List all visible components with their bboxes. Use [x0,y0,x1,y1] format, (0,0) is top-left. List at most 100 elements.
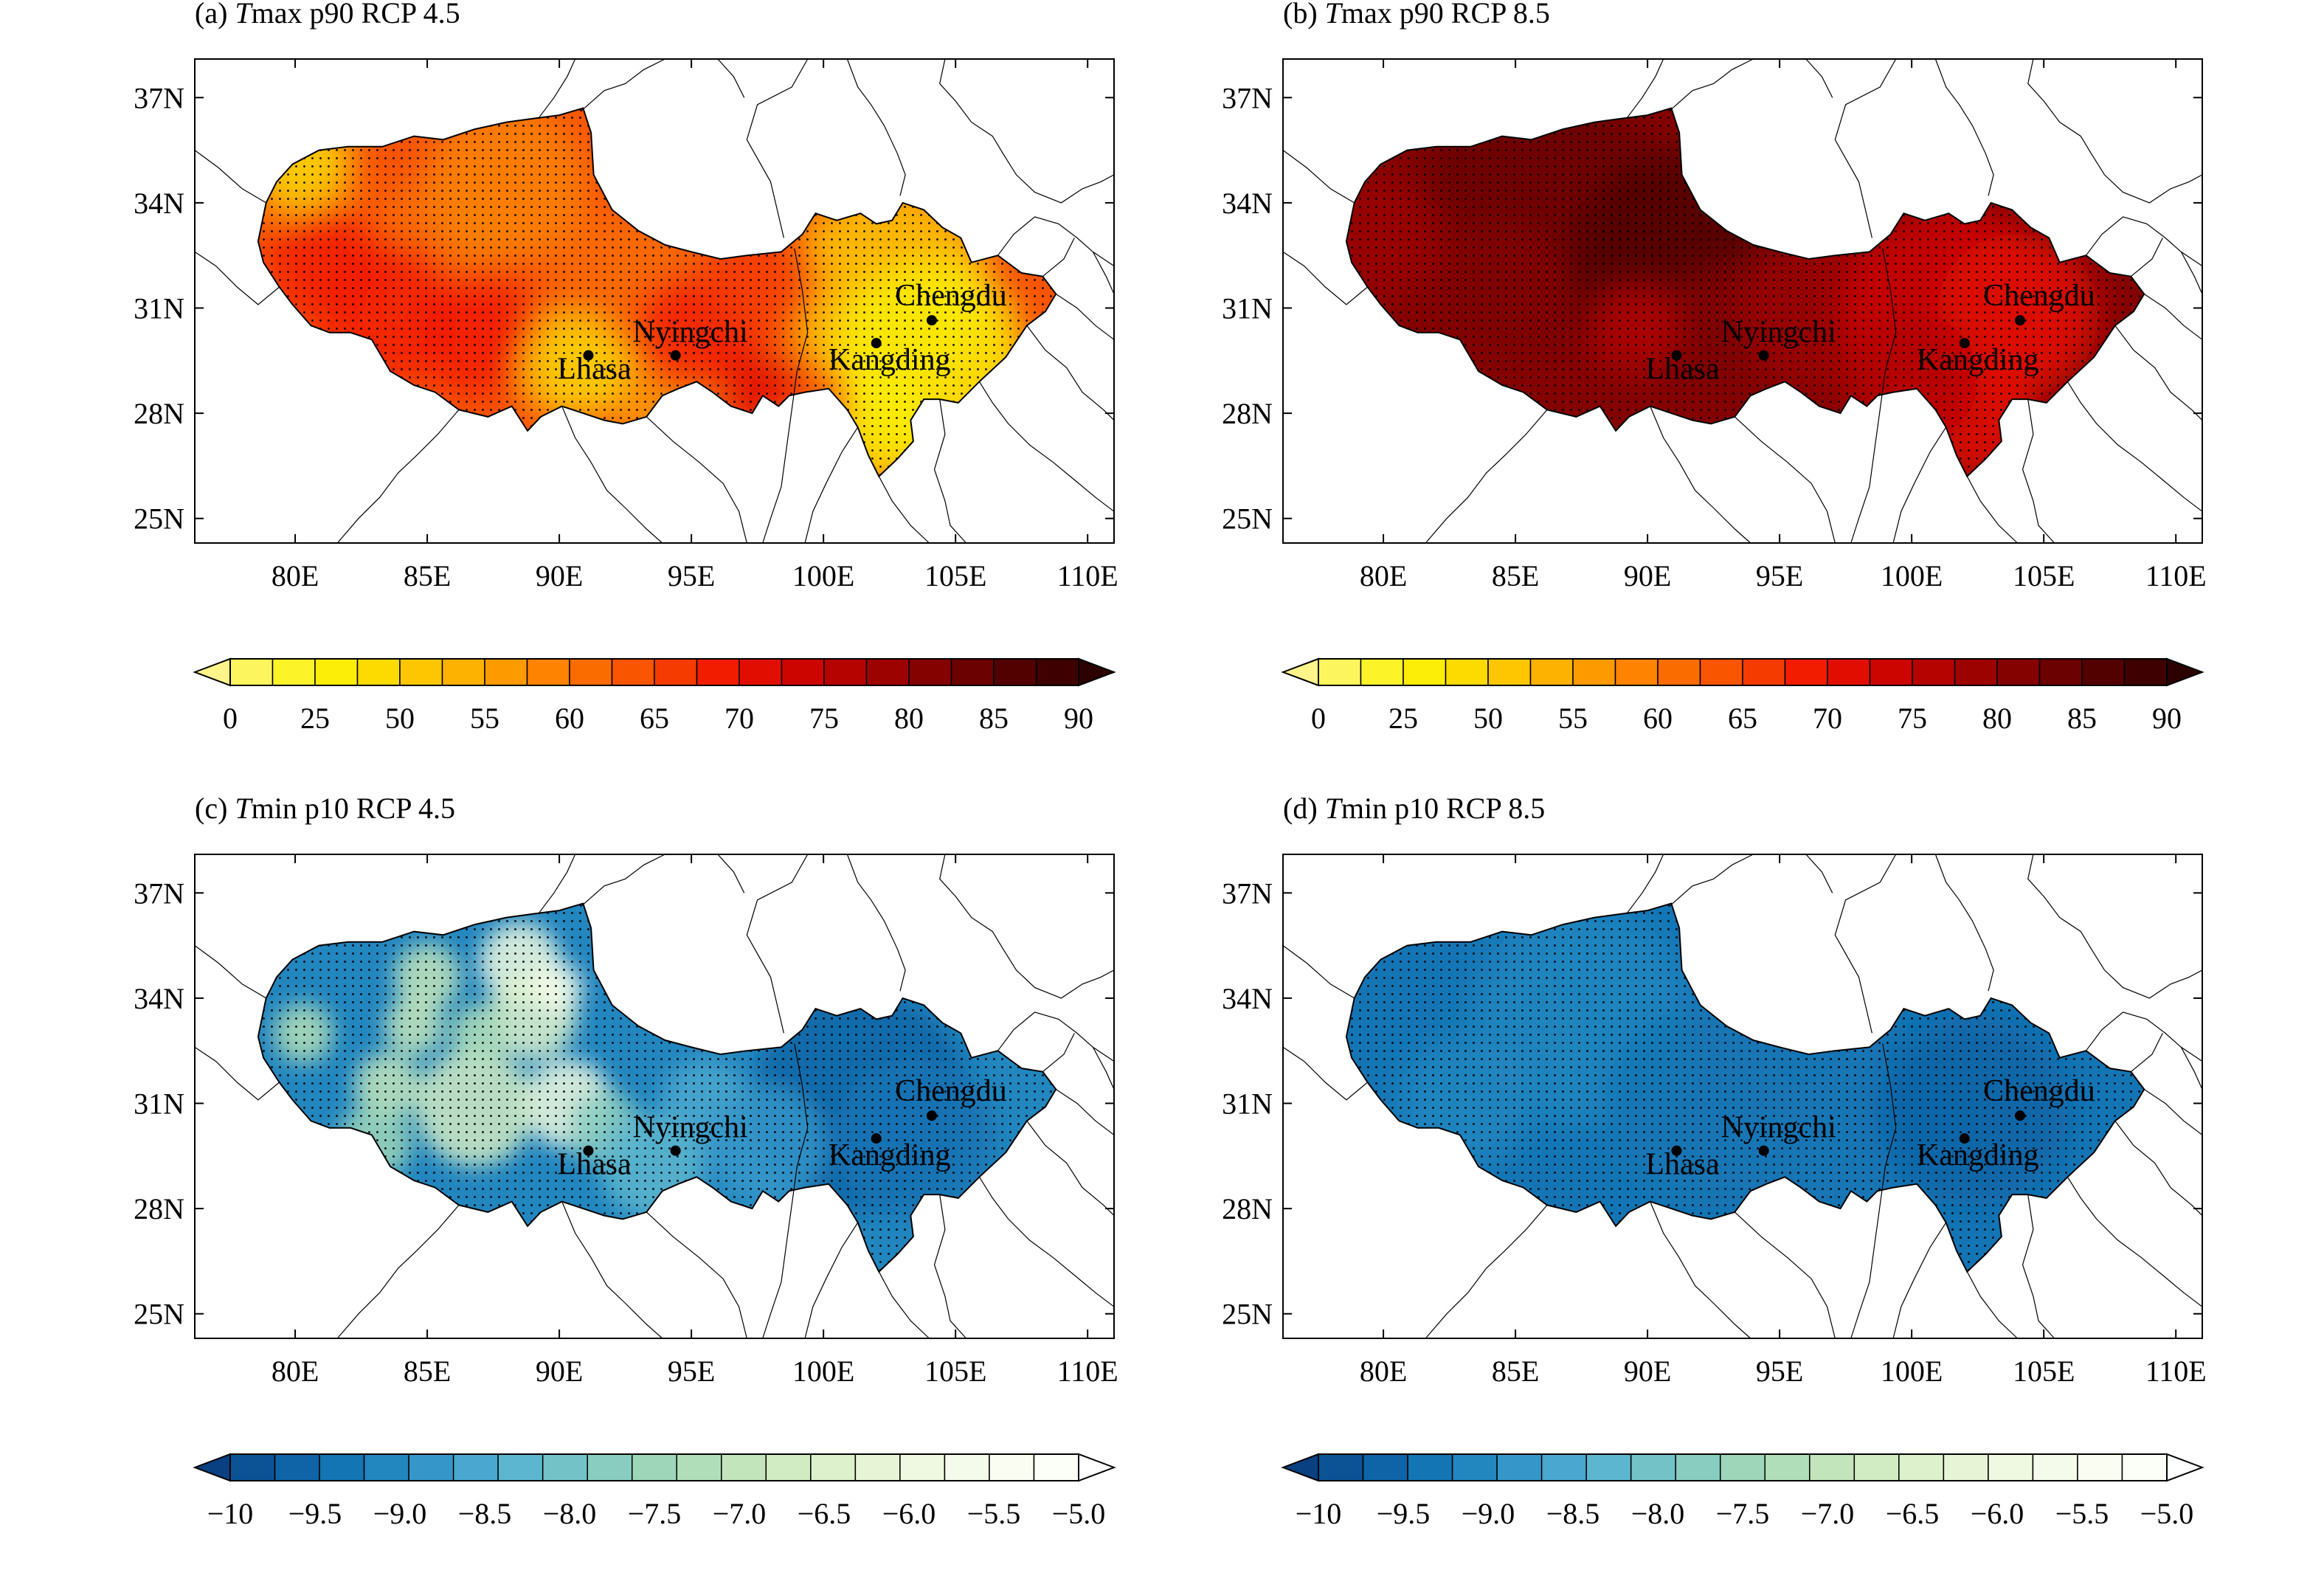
colorbar-label: −8.0 [543,1497,597,1530]
colorbar-label: 50 [385,702,415,735]
city-label: Nyingchi [632,316,747,350]
lat-tick-label: 34N [134,187,184,220]
colorbar-swatch [611,658,655,686]
colorbar-swatch [1853,1453,1900,1481]
colorbar-label: 0 [1311,702,1326,735]
colorbar-swatch [1988,1453,2034,1481]
city-marker [2014,315,2025,326]
colorbar-label: 75 [1898,702,1927,735]
colorbar-swatch [739,658,783,686]
lat-tick-label: 25N [1222,502,1273,536]
lat-tick-label: 34N [1222,187,1273,220]
lat-tick-label: 31N [134,292,184,325]
boundary-lines [1282,854,2203,1339]
colorbar-label: 55 [1558,702,1588,735]
panel-title: (c) Tmin p10 RCP 4.5 [195,792,456,825]
lon-tick-label: 110E [1057,1355,1118,1388]
colorbar-swatch [865,658,910,686]
colorbar-swatch [993,658,1037,686]
colorbar-swatch [441,658,485,686]
map-svg: 80E 85E 90E 95E 100E 105E 110E 37N 34N 31N 28N 25N L… [1222,854,2207,1530]
colorbar-label: 85 [2067,702,2097,735]
colorbar-swatch [484,658,528,686]
map-frame [1282,854,2203,1339]
map-svg: 80E 85E 90E 95E 100E 105E 110E 37N 34N 31N 28N 25N L… [134,58,1118,735]
lat-tick-label: 28N [1222,397,1273,430]
colorbar-label: −9.0 [1462,1497,1515,1530]
lon-tick-label: 110E [2145,559,2207,592]
colorbar-swatch [1035,658,1079,686]
map-frame [1282,58,2203,544]
colorbar-swatch [1827,658,1871,686]
colorbar-swatch [654,658,698,686]
colorbar-swatch [950,658,995,686]
colorbar-swatch [1451,1453,1498,1481]
colorbar-label: 50 [1473,702,1503,735]
lat-tick-label: 37N [134,876,184,910]
lat-tick-label: 28N [1222,1192,1273,1225]
colorbar-swatch [1764,1453,1811,1481]
colorbar-swatch [1943,1453,1989,1481]
colorbar-swatch [1529,658,1574,686]
colorbar-swatch [1360,658,1404,686]
colorbar-label: −5.5 [967,1497,1021,1530]
lon-tick-label: 95E [668,1355,715,1388]
city-label: Lhasa [1645,1148,1720,1182]
colorbar-swatch [2121,1453,2168,1481]
lon-tick-label: 90E [1624,559,1671,592]
colorbar-swatch [363,1453,409,1481]
map-frame [194,854,1115,1339]
colorbar-swatch [542,1453,588,1481]
city-label: Nyingchi [1720,1111,1836,1145]
panel-c-tmin-rcp45: (c) Tmin p10 RCP 4.5 80E 85E 90E 95E 100E 105… [0,792,1118,1570]
colorbar-swatch [274,1453,320,1481]
lon-tick-label: 90E [536,1355,583,1388]
colorbar-swatch [569,658,613,686]
city-marker [670,350,681,361]
colorbar-swatch [272,658,316,686]
lat-tick-label: 34N [134,982,184,1015]
colorbar-max-arrow [2166,657,2204,687]
colorbar-swatch [765,1453,812,1481]
lon-tick-label: 85E [1492,1355,1539,1388]
colorbar-swatch [944,1453,990,1481]
colorbar-swatch [1912,658,1956,686]
city-marker [1758,1145,1769,1156]
lon-tick-label: 100E [1881,1355,1943,1388]
colorbar-swatch [2038,658,2083,686]
colorbar-swatch [823,658,868,686]
city-label: Chengdu [895,1074,1007,1108]
lon-tick-label: 90E [1624,1355,1671,1388]
colorbar-min-arrow [193,657,231,687]
colorbar-label: −5.0 [2140,1497,2194,1530]
colorbar-label: 70 [724,702,754,735]
city-marker [926,1110,937,1121]
colorbar-swatch [908,658,952,686]
colorbar-swatch [1362,1453,1408,1481]
city-marker [583,1145,594,1156]
city-marker [1758,350,1769,361]
lon-tick-label: 105E [924,559,986,592]
colorbar-swatch [526,658,570,686]
region-outline [257,902,1057,1273]
city-label: Nyingchi [632,1111,747,1145]
lat-tick-label: 37N [1222,81,1273,114]
lon-tick-label: 100E [792,559,854,592]
colorbar-label: 55 [470,702,499,735]
colorbar-swatch [452,1453,499,1481]
lat-tick-label: 31N [134,1087,184,1121]
city-marker [871,1133,882,1144]
colorbar-swatch [1407,1453,1453,1481]
colorbar-swatch [2081,658,2126,686]
city-marker [583,350,594,361]
colorbar-swatch [1809,1453,1856,1481]
lat-tick-label: 25N [134,1298,184,1331]
colorbar: 0 25 50 55 60 65 70 75 80 85 90 [1281,657,2204,735]
panel-title: (a) Tmax p90 RCP 4.5 [195,0,460,30]
boundary-lines [194,854,1115,1339]
lat-tick-label: 28N [134,1192,184,1225]
panel-d-tmin-rcp85: (d) Tmin p10 RCP 8.5 80E 85E 90E 95E 100E 105… [1088,792,2207,1570]
panel-title: (b) Tmax p90 RCP 8.5 [1283,0,1550,30]
colorbar-min-arrow [1281,657,1319,687]
colorbar-max-arrow [2166,1453,2204,1482]
